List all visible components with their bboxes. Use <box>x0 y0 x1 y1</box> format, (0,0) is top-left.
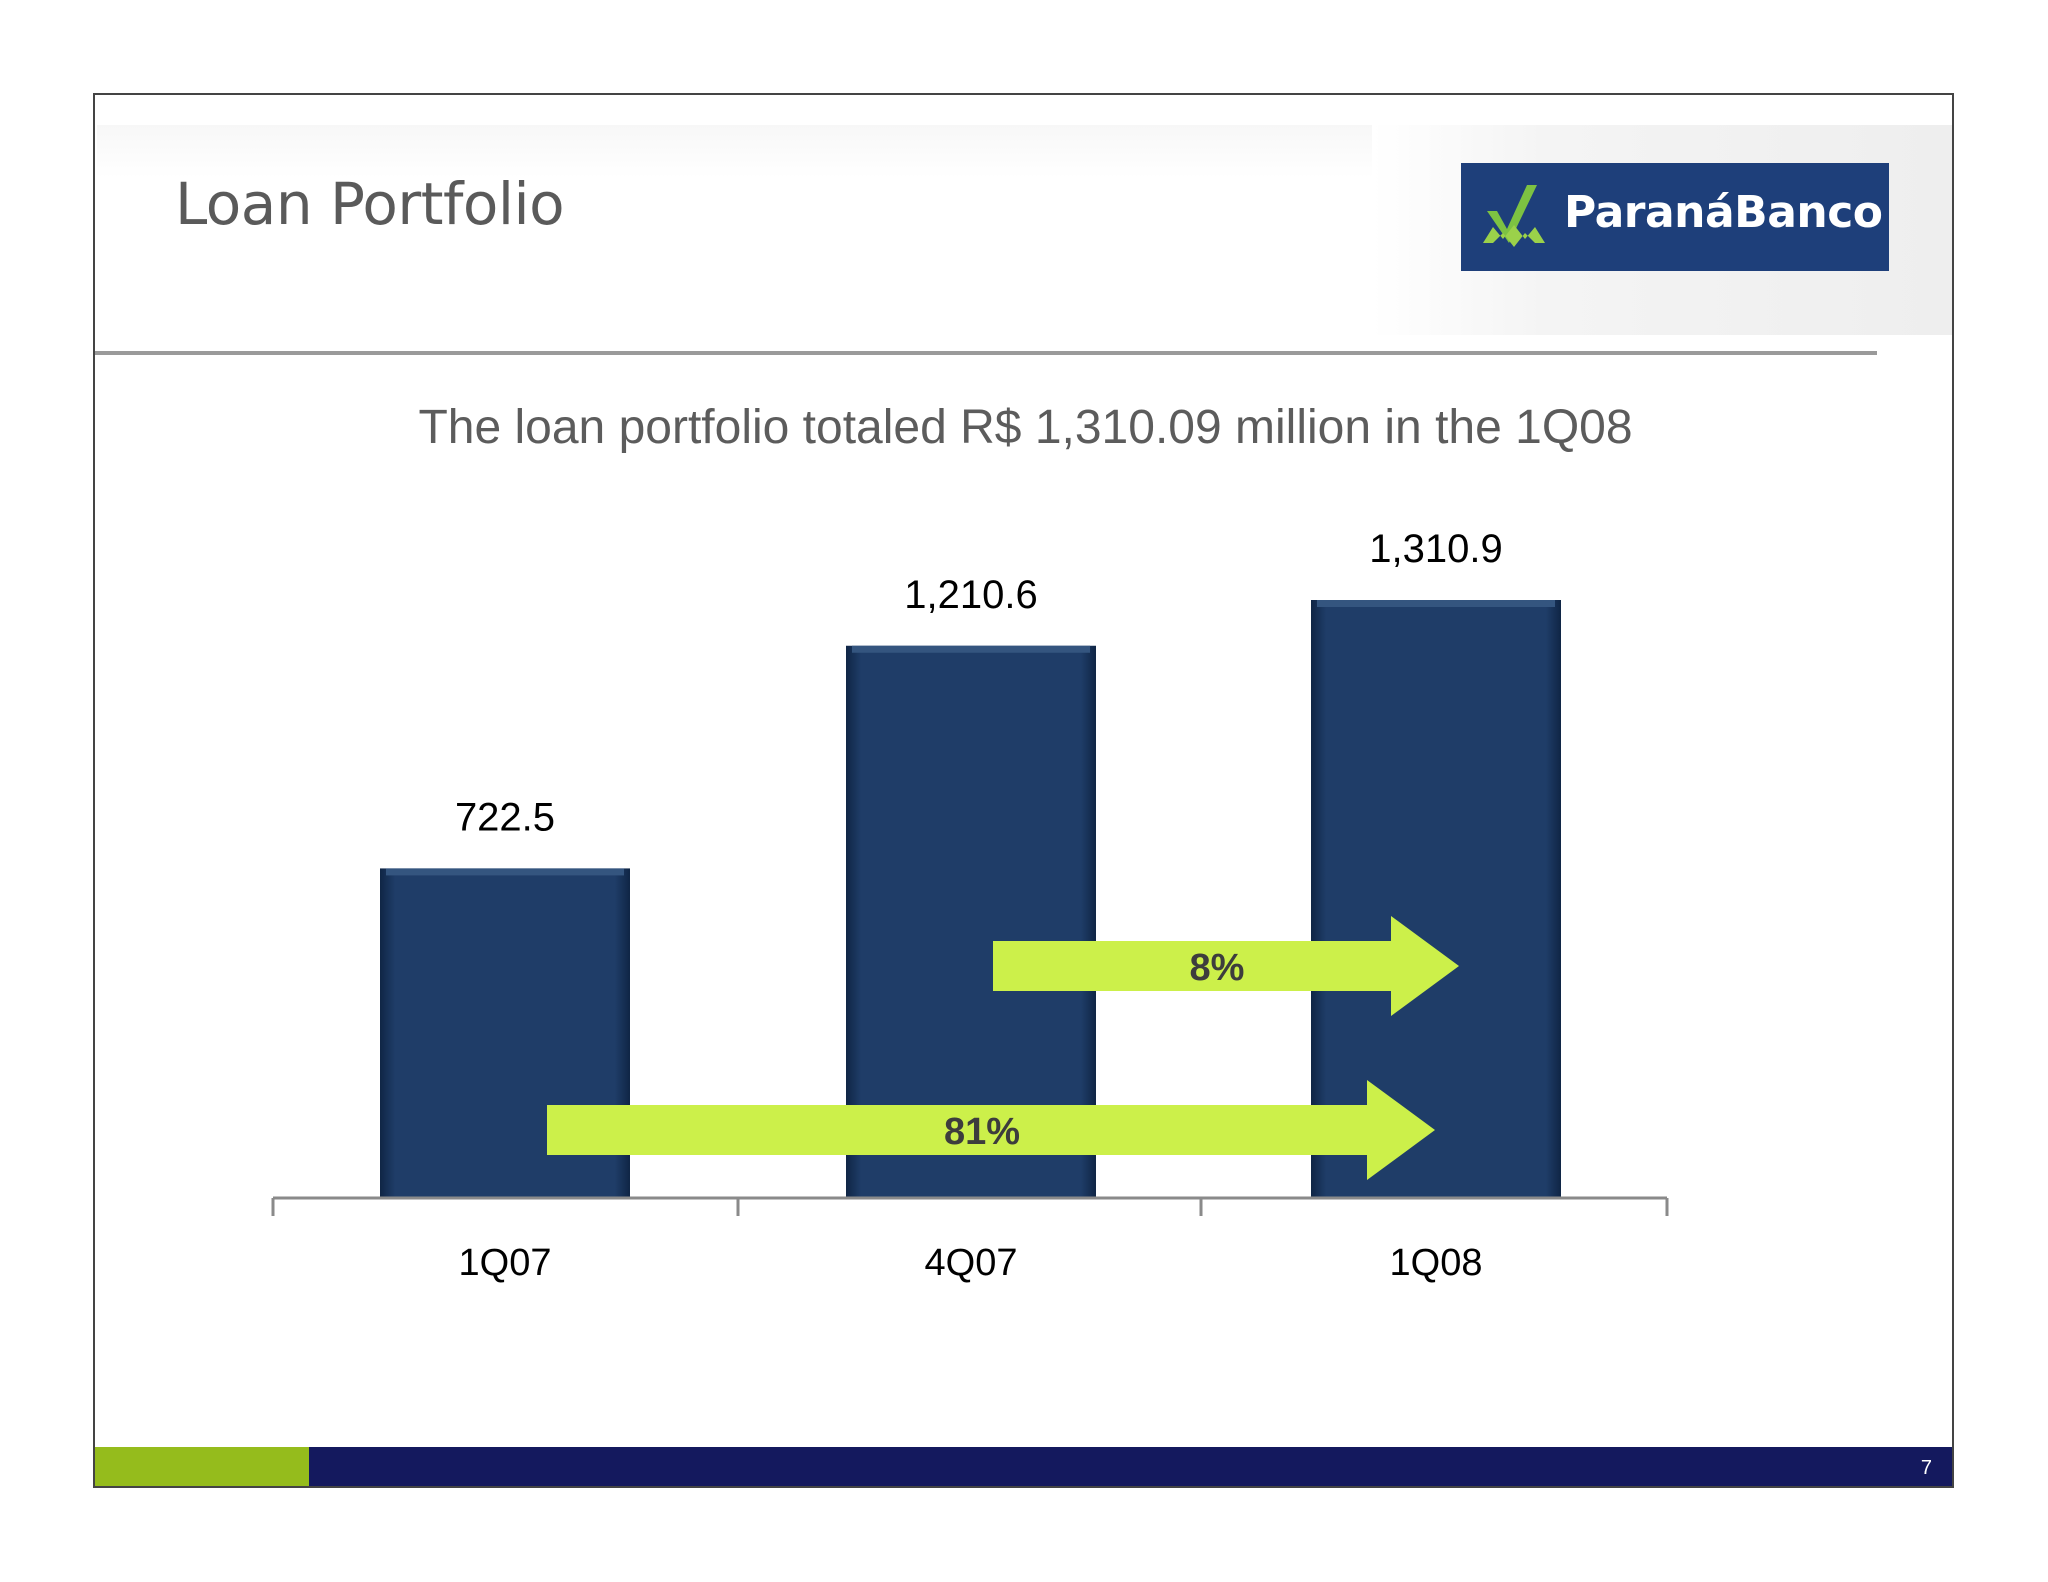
data-label-1Q08: 1,310.9 <box>1369 527 1502 571</box>
chart-subtitle: The loan portfolio totaled R$ 1,310.09 m… <box>418 401 1633 454</box>
category-label-1Q08: 1Q08 <box>1390 1242 1483 1284</box>
parana-banco-logo: ParanáBanco <box>1461 163 1889 271</box>
logo-text: ParanáBanco <box>1564 187 1883 238</box>
growth-81-arrow <box>547 1080 1435 1180</box>
growth-8-arrow <box>993 916 1459 1016</box>
slide: Loan Portfolio ParanáBanco The loan port… <box>93 93 1954 1488</box>
logo-mark-icon <box>1483 185 1545 247</box>
growth-81-label: 81% <box>944 1111 1020 1153</box>
bar-1Q08 <box>1311 600 1561 1198</box>
header-band <box>97 125 1372 335</box>
header-divider <box>95 351 1877 355</box>
bar-chart: 81% 8% 722.5 1Q07 1,210.6 4Q07 1,310.9 1Q08 <box>271 527 1669 1284</box>
growth-8-label: 8% <box>1190 947 1245 989</box>
page-title: Loan Portfolio <box>175 170 565 238</box>
footer-green-bar <box>95 1447 309 1486</box>
data-label-4Q07: 1,210.6 <box>904 573 1037 617</box>
page-number: 7 <box>1920 1457 1932 1479</box>
category-label-1Q07: 1Q07 <box>459 1242 552 1284</box>
data-label-1Q07: 722.5 <box>455 795 555 839</box>
bar-highlight-4Q07 <box>852 645 1090 653</box>
bar-highlight-1Q07 <box>386 868 624 876</box>
category-label-4Q07: 4Q07 <box>925 1242 1018 1284</box>
bar-highlight-1Q08 <box>1317 600 1555 607</box>
footer-navy-bar <box>309 1447 1952 1486</box>
